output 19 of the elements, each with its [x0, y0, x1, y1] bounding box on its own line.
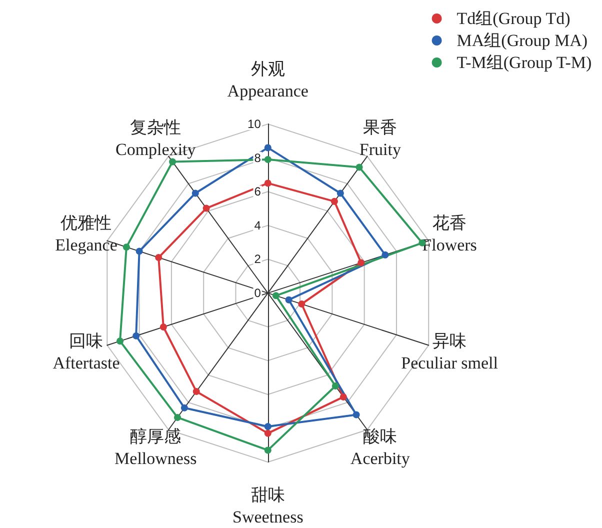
y-tick-label: 0 [254, 286, 262, 300]
y-tick-label: 8 [254, 150, 262, 165]
spoke-label: 外观 Appearance [227, 60, 308, 101]
legend-label: MA组(Group MA) [456, 31, 588, 50]
y-tick-label: 6 [254, 184, 262, 199]
legend-label: T-M组(Group T-M) [456, 53, 592, 72]
spoke-label: 复杂性 Complexity [115, 118, 196, 160]
legend-label: Td组(Group Td) [456, 9, 570, 28]
spoke-label: 甜味 Sweetness [232, 486, 304, 527]
spoke-label: 异味 Peculiar smell [401, 332, 498, 373]
spoke-label: 酸味 Acerbity [350, 427, 410, 468]
y-tick-label: 10 [248, 117, 262, 132]
spoke-label: 花香 Flowers [422, 214, 477, 255]
y-tick-label: 4 [254, 218, 262, 232]
spoke-label: 回味 Aftertaste [52, 332, 120, 373]
y-tick-label: 2 [254, 252, 262, 266]
spoke-label: 果香 Fruity [359, 118, 402, 160]
spoke-label: 优雅性 Elegance [55, 214, 118, 255]
spoke-label: 醇厚感 Mellowness [114, 427, 197, 468]
